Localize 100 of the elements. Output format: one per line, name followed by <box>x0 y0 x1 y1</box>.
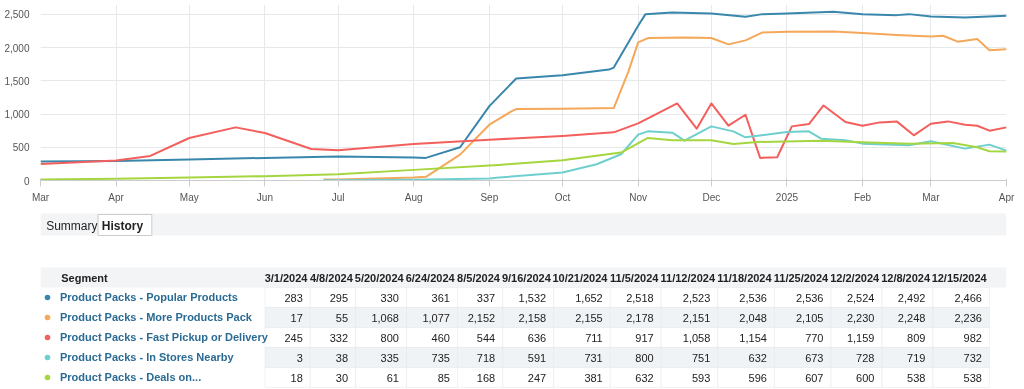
line-series <box>322 125 1007 181</box>
data-label: 247 <box>527 371 547 384</box>
x-tick-label: 11/25/2024 <box>773 271 830 284</box>
data-label: 718 <box>476 351 496 364</box>
data-label: 770 <box>805 331 824 344</box>
y-tick-label: Product Packs - Fast Pickup or Delivery <box>60 330 268 345</box>
data-label: 636 <box>527 331 547 344</box>
data-label: 1,159 <box>846 331 875 344</box>
y-tick-label: Product Packs - In Stores Nearby <box>60 350 234 365</box>
x-tick-label: 4/8/2024 <box>309 271 354 284</box>
data-label: 800 <box>635 351 654 364</box>
data-label: 2,248 <box>897 311 926 324</box>
x-tick-label: 11/5/2024 <box>610 271 660 284</box>
data-label: 982 <box>963 331 982 344</box>
data-label: 600 <box>856 371 875 384</box>
data-label: 2,105 <box>795 311 824 324</box>
data-label: 18 <box>290 371 303 384</box>
x-tick-label: 12/15/2024 <box>931 271 988 284</box>
data-label: 2,492 <box>897 291 926 304</box>
data-label: 1,652 <box>575 291 603 304</box>
data-label: 538 <box>907 371 926 384</box>
x-tick-label: 3/1/2024 <box>264 271 309 284</box>
data-label: 2,524 <box>846 291 875 304</box>
data-label: 85 <box>437 371 450 384</box>
data-label: 361 <box>431 291 450 304</box>
y-axis-title: Segment <box>61 271 109 284</box>
data-label: 2,048 <box>739 311 767 324</box>
line-series <box>40 102 1007 165</box>
data-label: 1,532 <box>518 291 547 304</box>
data-label: 2,236 <box>954 311 982 324</box>
data-label: 2,523 <box>682 291 711 304</box>
data-label: 2,466 <box>954 291 982 304</box>
data-label: 809 <box>907 331 926 344</box>
x-tick-label: Jul <box>331 191 345 203</box>
data-label: 632 <box>635 371 654 384</box>
x-tick-label: Jun <box>256 191 273 203</box>
data-label: 332 <box>329 331 349 344</box>
data-label: 538 <box>963 371 982 384</box>
x-tick-label: Mar <box>922 191 941 203</box>
data-label: 381 <box>584 371 603 384</box>
x-tick-label: Feb <box>853 191 872 203</box>
y-tick-label: 2,000 <box>4 42 30 54</box>
x-tick-label: 6/24/2024 <box>405 271 456 284</box>
text: Summary <box>46 218 98 233</box>
data-label: 591 <box>527 351 547 364</box>
x-tick-label: 2025 <box>775 191 799 203</box>
data-label: 30 <box>335 371 349 384</box>
data-label: 337 <box>476 291 496 304</box>
data-label: 719 <box>907 351 926 364</box>
data-label: 2,158 <box>518 311 547 324</box>
x-tick-label: Mar <box>31 191 50 203</box>
data-label: 245 <box>284 331 303 344</box>
x-tick-label: 12/8/2024 <box>881 271 931 284</box>
data-label: 2,152 <box>467 311 496 324</box>
x-tick-label: Aug <box>404 191 423 203</box>
data-label: 673 <box>805 351 824 364</box>
data-label: 295 <box>329 291 349 304</box>
y-tick-label: Product Packs - Deals on... <box>60 370 202 385</box>
x-tick-label: 9/16/2024 <box>501 271 552 284</box>
x-tick-label: Oct <box>554 191 571 203</box>
data-label: 2,151 <box>682 311 711 324</box>
data-label: 800 <box>380 331 399 344</box>
data-label: 596 <box>748 371 767 384</box>
x-tick-label: 5/20/2024 <box>354 271 405 284</box>
data-label: 168 <box>476 371 496 384</box>
line-series <box>40 10 1007 163</box>
x-tick-label: 11/12/2024 <box>660 271 716 284</box>
x-tick-label: Nov <box>629 191 648 203</box>
y-tick-label: Product Packs - Popular Products <box>60 290 238 305</box>
data-label: 283 <box>284 291 303 304</box>
data-label: 38 <box>335 351 349 364</box>
y-tick-label: 1,500 <box>4 75 30 87</box>
data-label: 2,155 <box>575 311 603 324</box>
x-tick-label: Apr <box>108 191 125 203</box>
data-label: 711 <box>585 331 603 344</box>
x-tick-label: 8/5/2024 <box>457 271 501 284</box>
data-label: 607 <box>805 371 824 384</box>
y-tick-label: 2,500 <box>4 9 30 21</box>
data-label: 17 <box>290 311 303 324</box>
data-label: 544 <box>476 331 496 344</box>
data-label: 2,536 <box>739 291 767 304</box>
y-tick-label: 1,000 <box>4 109 30 121</box>
y-tick-label: 0 <box>23 175 30 187</box>
data-label: 593 <box>691 371 711 384</box>
data-label: 732 <box>963 351 982 364</box>
data-label: 731 <box>584 351 603 364</box>
data-label: 3 <box>296 351 303 364</box>
data-label: 460 <box>431 331 450 344</box>
data-label: 735 <box>431 351 450 364</box>
x-tick-label: Sep <box>480 191 499 203</box>
x-tick-label: May <box>179 191 199 203</box>
text: History <box>101 218 144 233</box>
data-label: 1,058 <box>682 331 711 344</box>
data-label: 2,518 <box>626 291 654 304</box>
data-label: 55 <box>335 311 349 324</box>
data-label: 728 <box>856 351 875 364</box>
x-tick-label: Apr <box>998 191 1015 203</box>
data-label: 751 <box>691 351 711 364</box>
data-label: 2,230 <box>846 311 875 324</box>
data-label: 1,154 <box>739 331 767 344</box>
